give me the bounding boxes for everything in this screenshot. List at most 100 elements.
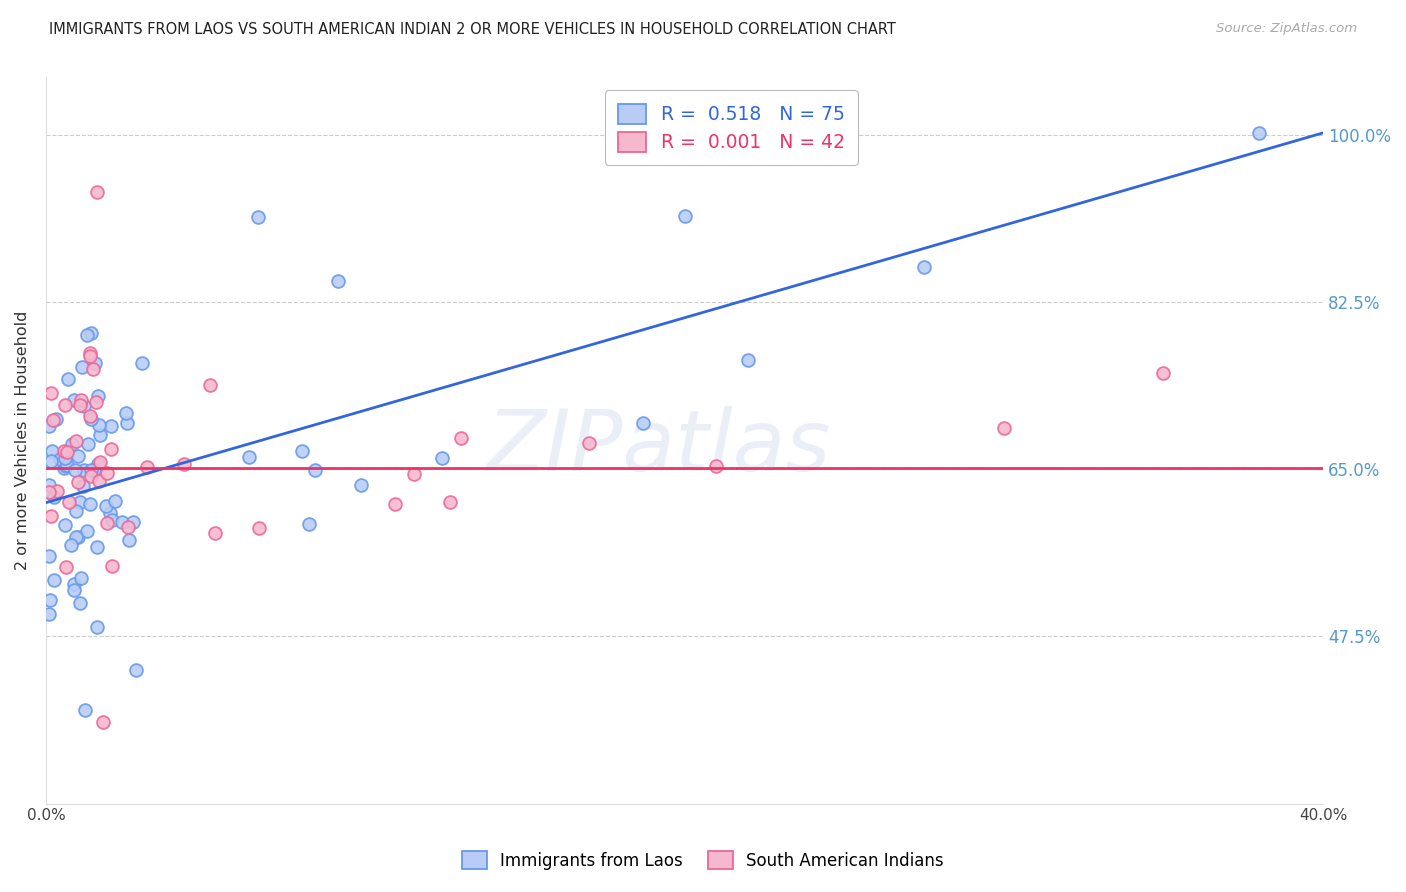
Point bbox=[87, 389, 110, 403]
Point bbox=[204, 525, 226, 540]
Point bbox=[45, 484, 67, 499]
Point bbox=[247, 211, 270, 225]
Point bbox=[58, 372, 80, 386]
Point bbox=[1249, 126, 1271, 140]
Point bbox=[39, 386, 62, 401]
Point bbox=[100, 419, 122, 434]
Point bbox=[73, 400, 96, 414]
Point bbox=[578, 435, 600, 450]
Point bbox=[98, 507, 121, 521]
Point bbox=[87, 418, 110, 433]
Point bbox=[290, 444, 312, 458]
Point bbox=[83, 463, 105, 477]
Point bbox=[38, 478, 60, 492]
Point bbox=[84, 395, 107, 409]
Legend: Immigrants from Laos, South American Indians: Immigrants from Laos, South American Ind… bbox=[456, 845, 950, 877]
Point bbox=[77, 437, 100, 451]
Point bbox=[706, 458, 728, 473]
Point bbox=[62, 582, 84, 597]
Point bbox=[41, 444, 63, 458]
Point bbox=[247, 521, 270, 535]
Point bbox=[42, 491, 65, 505]
Point bbox=[326, 274, 349, 288]
Point bbox=[80, 326, 103, 340]
Point bbox=[993, 421, 1015, 435]
Point bbox=[53, 398, 76, 412]
Point bbox=[70, 360, 93, 375]
Point bbox=[38, 593, 60, 607]
Point bbox=[104, 493, 127, 508]
Point bbox=[42, 573, 65, 587]
Point bbox=[86, 620, 108, 634]
Point bbox=[83, 356, 105, 370]
Point bbox=[79, 409, 101, 423]
Point bbox=[56, 445, 79, 459]
Point bbox=[73, 463, 96, 477]
Point bbox=[200, 378, 222, 392]
Point bbox=[86, 540, 108, 554]
Point bbox=[89, 455, 111, 469]
Point bbox=[86, 185, 108, 199]
Point bbox=[56, 458, 79, 473]
Point bbox=[115, 407, 138, 421]
Point bbox=[238, 450, 260, 464]
Point bbox=[72, 479, 94, 493]
Point bbox=[55, 559, 77, 574]
Point bbox=[60, 436, 83, 450]
Point bbox=[117, 416, 139, 430]
Y-axis label: 2 or more Vehicles in Household: 2 or more Vehicles in Household bbox=[15, 310, 30, 570]
Point bbox=[69, 495, 91, 509]
Point bbox=[65, 530, 87, 544]
Point bbox=[63, 577, 86, 591]
Point bbox=[135, 459, 157, 474]
Point bbox=[89, 474, 111, 488]
Point bbox=[69, 596, 91, 610]
Point bbox=[67, 530, 90, 544]
Point bbox=[1153, 366, 1175, 380]
Point bbox=[53, 450, 76, 465]
Point bbox=[76, 328, 98, 343]
Point bbox=[38, 419, 60, 434]
Point bbox=[82, 361, 104, 376]
Point bbox=[404, 467, 426, 482]
Point bbox=[41, 413, 63, 427]
Point bbox=[76, 524, 98, 539]
Point bbox=[93, 715, 115, 730]
Point bbox=[111, 515, 134, 529]
Point bbox=[96, 516, 118, 531]
Point bbox=[70, 392, 93, 407]
Point bbox=[65, 434, 87, 448]
Point bbox=[69, 398, 91, 412]
Point bbox=[80, 411, 103, 425]
Text: Source: ZipAtlas.com: Source: ZipAtlas.com bbox=[1216, 22, 1357, 36]
Point bbox=[58, 495, 80, 509]
Point bbox=[79, 497, 101, 511]
Point bbox=[96, 466, 118, 480]
Point bbox=[94, 499, 117, 513]
Point bbox=[79, 346, 101, 360]
Point bbox=[38, 607, 60, 622]
Point bbox=[631, 417, 654, 431]
Point bbox=[100, 442, 122, 456]
Point bbox=[432, 450, 454, 465]
Point bbox=[80, 468, 103, 483]
Point bbox=[125, 663, 148, 677]
Point bbox=[89, 428, 111, 442]
Point bbox=[70, 571, 93, 585]
Point bbox=[304, 463, 326, 477]
Point bbox=[450, 431, 472, 445]
Point bbox=[350, 477, 373, 491]
Point bbox=[39, 454, 62, 468]
Text: ZIPatlas: ZIPatlas bbox=[486, 406, 831, 490]
Point bbox=[912, 260, 935, 275]
Point bbox=[38, 484, 60, 499]
Legend: R =  0.518   N = 75, R =  0.001   N = 42: R = 0.518 N = 75, R = 0.001 N = 42 bbox=[605, 90, 858, 165]
Point bbox=[65, 503, 87, 517]
Point bbox=[75, 702, 97, 716]
Point bbox=[131, 356, 153, 370]
Point bbox=[39, 509, 62, 524]
Point bbox=[673, 209, 696, 223]
Point bbox=[80, 462, 103, 476]
Point bbox=[122, 515, 145, 529]
Point bbox=[52, 444, 75, 458]
